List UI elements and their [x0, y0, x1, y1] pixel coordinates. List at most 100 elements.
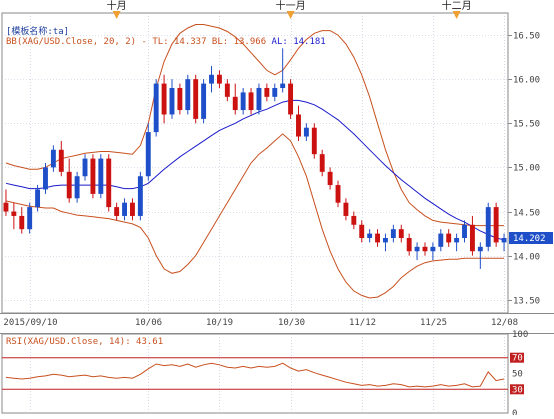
- candle: [153, 79, 159, 137]
- candle-body: [351, 215, 357, 225]
- candle-body: [446, 233, 452, 243]
- al-label: AL: 14.181: [271, 37, 326, 47]
- bb-label: BB(XAG/USD.Close, 20, 2) -: [6, 37, 147, 47]
- candle: [74, 171, 80, 203]
- candle-body: [209, 74, 214, 84]
- candle-body: [224, 83, 230, 97]
- candle: [256, 83, 262, 115]
- upper-band-line: [5, 24, 504, 227]
- candle: [43, 163, 48, 194]
- candle: [280, 48, 286, 93]
- candle-body: [335, 185, 341, 203]
- candle-body: [280, 83, 286, 88]
- candle-body: [98, 158, 104, 194]
- candle-body: [248, 92, 254, 111]
- candle: [272, 83, 278, 102]
- candle: [224, 79, 230, 102]
- candle-body: [288, 83, 294, 115]
- candle-body: [296, 114, 301, 137]
- candle-body: [3, 202, 9, 212]
- candle-body: [454, 238, 460, 243]
- candle-body: [122, 202, 127, 216]
- month-label: 十一月: [276, 0, 306, 12]
- candle: [319, 149, 325, 177]
- candle-body: [74, 176, 80, 199]
- price-panel: [1, 12, 509, 314]
- candle: [383, 233, 388, 252]
- candle: [90, 154, 96, 199]
- candle: [446, 229, 452, 247]
- y-tick-label: 14.00: [513, 253, 540, 263]
- candle: [58, 140, 64, 177]
- candle: [311, 123, 317, 159]
- candle-body: [493, 207, 499, 243]
- candle-body: [343, 202, 349, 216]
- rsi-label: RSI(XAG/USD.Close, 14): 43.61: [6, 337, 164, 347]
- candle-body: [50, 149, 56, 168]
- month-label: 十月: [107, 0, 127, 12]
- candle-body: [193, 79, 199, 119]
- candle-body: [201, 83, 207, 119]
- candle-body: [145, 132, 151, 177]
- candle-body: [383, 238, 388, 243]
- candle-body: [177, 88, 183, 111]
- candle: [375, 229, 380, 247]
- y-tick-label: 16.50: [513, 32, 540, 42]
- candle: [19, 207, 25, 234]
- candle: [240, 88, 246, 115]
- candle: [296, 105, 301, 141]
- candle-body: [66, 171, 72, 199]
- candle: [114, 202, 120, 221]
- rsi-tick-label: 70: [512, 354, 523, 364]
- candle: [477, 242, 483, 269]
- candle: [303, 123, 309, 141]
- candle-body: [501, 238, 507, 243]
- candle-body: [27, 207, 33, 230]
- candle-body: [58, 149, 64, 172]
- lower-band-line: [5, 133, 504, 299]
- candle: [82, 154, 88, 181]
- candle: [327, 167, 333, 190]
- month-marker-icon: [112, 11, 121, 19]
- candle-body: [82, 158, 88, 177]
- y-tick-label: 14.50: [513, 209, 540, 219]
- candle: [161, 74, 167, 124]
- candle: [406, 233, 412, 256]
- candle-body: [153, 83, 159, 133]
- candle-body: [232, 96, 238, 111]
- y-tick-label: 16.00: [513, 76, 540, 86]
- candle: [335, 180, 341, 208]
- candle: [390, 224, 396, 243]
- candles: [3, 48, 507, 269]
- candle: [209, 65, 214, 93]
- rsi-tick-label: 50: [512, 370, 523, 380]
- candle: [398, 224, 404, 243]
- x-tick-label: 2015/09/10: [3, 318, 57, 328]
- candle-body: [161, 83, 167, 115]
- current-price-label: 14.202: [513, 234, 546, 244]
- candle-body: [422, 246, 428, 252]
- candle-body: [414, 246, 420, 252]
- candle-body: [43, 167, 48, 190]
- bl-label: BL: 13.966: [211, 37, 267, 47]
- candle: [98, 154, 104, 199]
- candle-body: [303, 127, 309, 137]
- candle: [430, 242, 436, 261]
- x-tick-label: 12/08: [491, 318, 518, 328]
- candle: [137, 171, 143, 221]
- candle-body: [169, 88, 175, 115]
- candle-body: [19, 215, 25, 230]
- template-label: [模板名称:ta]: [6, 27, 70, 37]
- candle-body: [469, 224, 475, 252]
- candle-body: [240, 92, 246, 111]
- rsi-tick-label: 30: [512, 385, 523, 395]
- candle: [367, 229, 373, 243]
- candle-body: [390, 229, 396, 238]
- candle-body: [319, 154, 325, 172]
- y-tick-label: 13.50: [513, 297, 540, 307]
- indicator-legend: BB(XAG/USD.Close, 20, 2) - TL: 14.337 BL…: [6, 37, 326, 47]
- y-tick-label: 15.50: [513, 120, 540, 130]
- rsi-tick-label: 100: [512, 330, 528, 340]
